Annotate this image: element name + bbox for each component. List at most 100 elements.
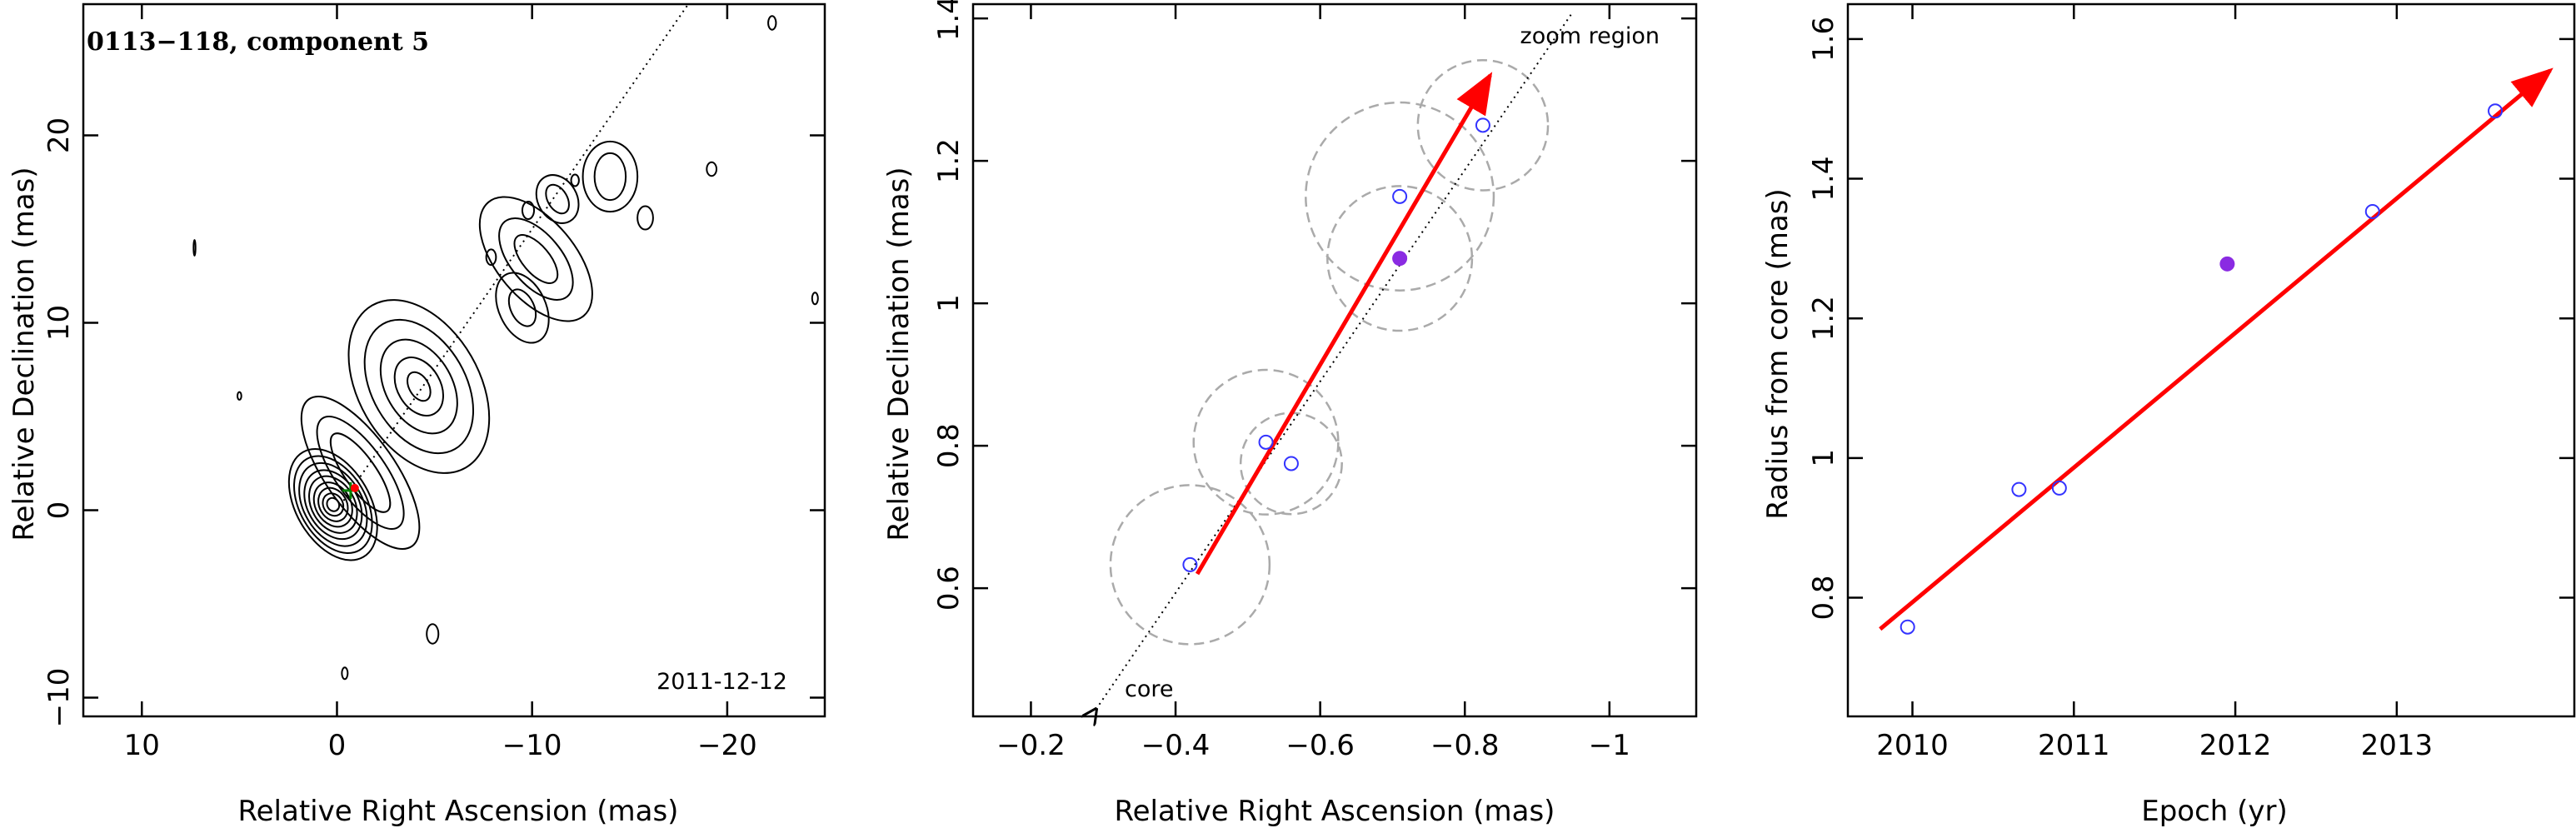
- y-tick-label: 1.6: [1807, 17, 1840, 62]
- data-point-open: [1475, 117, 1490, 133]
- x-tick-label: −1: [1589, 729, 1630, 762]
- data-point-open: [1900, 619, 1915, 635]
- jet-direction-line: [336, 3, 689, 511]
- y-tick-label: −10: [42, 668, 76, 728]
- y-axis-label: Relative Declination (mas): [882, 167, 916, 541]
- x-tick-label: −0.6: [1286, 729, 1355, 762]
- contour-line: [513, 234, 559, 284]
- y-axis-label: Relative Declination (mas): [7, 167, 41, 541]
- chart-title: 0113−118, component 5: [87, 27, 429, 57]
- x-tick-label: −0.4: [1141, 729, 1211, 762]
- contour-line: [478, 196, 593, 322]
- contour-line: [317, 486, 349, 522]
- uncertainty-circle: [1192, 368, 1340, 516]
- contour-line: [407, 371, 432, 402]
- contour-line: [535, 174, 580, 224]
- uncertainty-circle: [1416, 58, 1550, 192]
- y-tick-label: 1.2: [932, 138, 966, 183]
- data-point-open: [2488, 103, 2504, 119]
- core-label: core: [1125, 676, 1173, 702]
- data-point-filled: [2219, 256, 2235, 272]
- uncertainty-circle: [1305, 101, 1495, 292]
- y-tick-label: 0: [42, 501, 76, 520]
- data-point-open: [2364, 203, 2380, 219]
- fit-arrow: [1195, 72, 1493, 576]
- y-tick-label: 10: [42, 305, 76, 341]
- data-points: [1182, 117, 1490, 572]
- x-tick-label: 2011: [2038, 729, 2110, 762]
- contour-line: [811, 292, 819, 306]
- contour-line: [303, 469, 363, 541]
- component-marker: [342, 481, 359, 499]
- contour-line: [312, 481, 353, 528]
- y-tick-label: 1.4: [1807, 157, 1840, 202]
- contour-line: [293, 455, 373, 555]
- contour-line: [570, 173, 580, 187]
- fit-arrow: [1879, 67, 2554, 631]
- panel-zoom-region: −0.2 −0.4 −0.6 −0.8 −1 0.6 0.8 1 1.2 1.4 zoom re…: [882, 0, 1698, 828]
- data-point-open: [2011, 481, 2027, 497]
- x-tick-label: −0.8: [1430, 729, 1500, 762]
- contour-layer: [192, 15, 819, 681]
- contour-line: [341, 666, 349, 681]
- zoom-region-label: zoom region: [1520, 23, 1660, 49]
- contour-line: [706, 161, 718, 177]
- uncertainty-circle: [1326, 185, 1474, 332]
- x-tick-label: 10: [124, 729, 160, 762]
- x-tick-label: −10: [502, 729, 562, 762]
- x-tick-label: −20: [697, 729, 757, 762]
- x-ticks: −0.2 −0.4 −0.6 −0.8 −1: [996, 4, 1630, 762]
- y-ticks: −10 0 10 20: [42, 117, 825, 728]
- contour-line: [287, 448, 378, 561]
- plot-frame: [82, 2, 826, 718]
- x-axis-label: Relative Right Ascension (mas): [238, 795, 679, 828]
- contour-line: [582, 140, 639, 213]
- contour-line: [545, 183, 570, 215]
- contour-line: [300, 395, 421, 551]
- y-tick-label: 1: [1807, 449, 1840, 467]
- panel-contour-map: 10 0 −10 −20 −10 0 10 20 0113−118, component 5…: [7, 2, 826, 828]
- contour-line: [192, 239, 197, 257]
- data-point-open: [1283, 456, 1299, 471]
- contour-line: [298, 461, 368, 547]
- contour-line: [347, 299, 491, 474]
- contour-line: [637, 205, 654, 231]
- x-tick-label: 0: [328, 729, 347, 762]
- contour-line: [507, 288, 537, 327]
- data-point-open: [1258, 434, 1274, 450]
- y-axis-label: Radius from core (mas): [1761, 188, 1795, 519]
- y-tick-label: 0.8: [932, 423, 966, 468]
- data-point-open: [2051, 480, 2067, 496]
- contour-line: [521, 200, 536, 221]
- contour-line: [326, 496, 341, 512]
- contour-line: [593, 152, 627, 202]
- contour-line: [322, 492, 345, 517]
- uncertainty-circle: [1239, 412, 1343, 516]
- x-axis-label: Epoch (yr): [2141, 795, 2288, 828]
- x-tick-label: 2012: [2199, 729, 2272, 762]
- uncertainty-circles: [1109, 58, 1550, 646]
- contour-line: [316, 415, 405, 531]
- panel-radius-vs-epoch: 2010 2011 2012 2013 0.8 1 1.2 1.4 1.6 Epoch (yr…: [1761, 2, 2576, 828]
- x-ticks: 10 0 −10 −20: [124, 4, 757, 762]
- x-axis-label: Relative Right Ascension (mas): [1115, 795, 1555, 828]
- contour-line: [495, 272, 550, 344]
- data-points: [1900, 103, 2504, 635]
- y-ticks: 0.8 1 1.2 1.4 1.6: [1807, 17, 2574, 621]
- y-ticks: 0.6 0.8 1 1.2 1.4: [932, 0, 1696, 611]
- contour-line: [767, 15, 777, 31]
- uncertainty-circle: [1109, 484, 1271, 646]
- contour-line: [426, 623, 440, 645]
- data-point-open: [1182, 556, 1198, 572]
- plot-frame: [971, 2, 1698, 718]
- contour-line: [498, 217, 574, 301]
- x-tick-label: 2013: [2361, 729, 2434, 762]
- jet-direction-line: [1096, 10, 1575, 710]
- contour-line: [379, 338, 458, 435]
- contour-line: [237, 391, 242, 401]
- y-tick-label: 20: [42, 117, 76, 153]
- plot-frame: [1846, 2, 2576, 718]
- contour-line: [393, 357, 444, 416]
- x-ticks: 2010 2011 2012 2013: [1876, 4, 2433, 762]
